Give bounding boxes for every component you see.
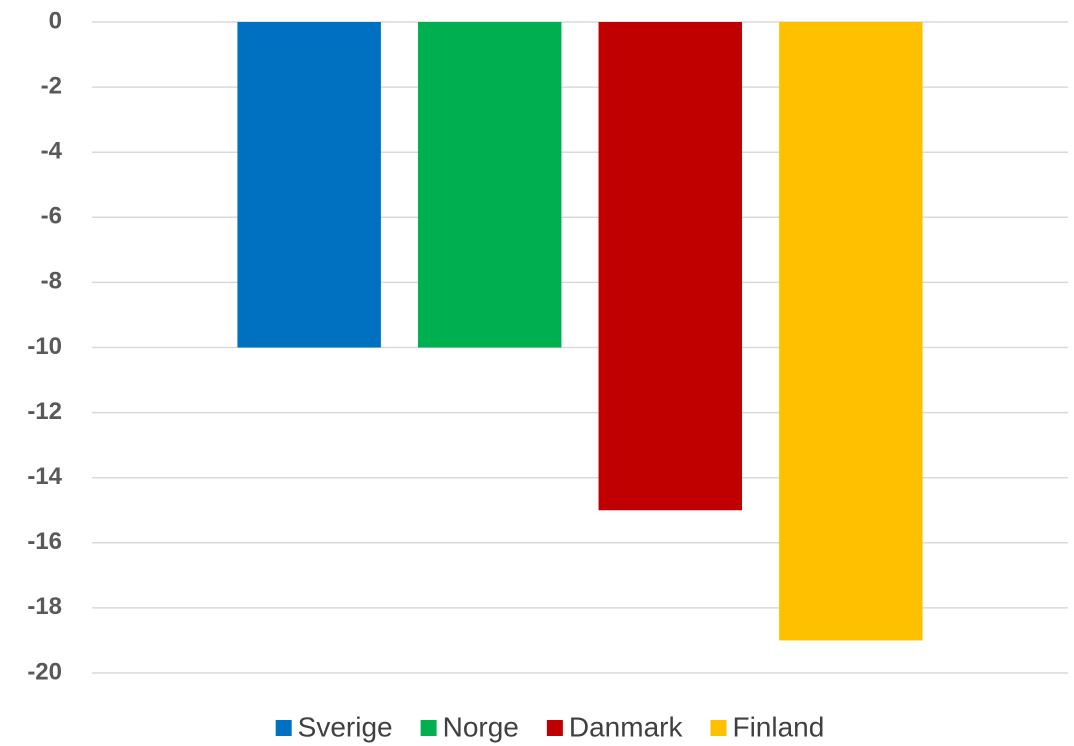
y-tick-label: -2 [41, 72, 62, 99]
y-tick-label: -10 [27, 333, 62, 360]
y-tick-label: -8 [41, 268, 62, 295]
bar [598, 22, 743, 511]
legend-swatch [710, 720, 727, 736]
legend-label: Sverige [298, 711, 393, 742]
y-tick-label: -16 [27, 528, 62, 555]
bar [237, 22, 381, 348]
legend-swatch [546, 720, 563, 736]
y-tick-label: -4 [41, 138, 63, 165]
legend-swatch [420, 720, 437, 736]
y-tick-label: -20 [27, 658, 62, 685]
y-tick-label: -12 [27, 398, 62, 425]
y-tick-label: -18 [27, 593, 62, 620]
legend-swatch [275, 720, 292, 736]
bar [779, 22, 923, 641]
legend-label: Finland [732, 711, 824, 742]
legend-label: Norge [443, 711, 519, 742]
legend-label: Danmark [569, 711, 684, 742]
bar [417, 22, 562, 348]
y-tick-label: -6 [41, 203, 62, 230]
y-tick-label: 0 [49, 7, 62, 34]
y-tick-label: -14 [27, 463, 62, 490]
